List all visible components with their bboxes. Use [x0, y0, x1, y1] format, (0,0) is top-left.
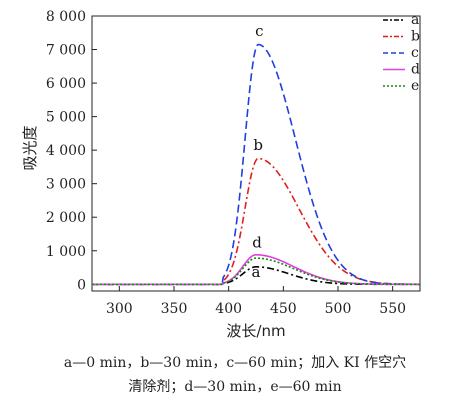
y-tick-label: 6 000: [46, 76, 86, 92]
x-axis-title: 波长/nm: [226, 322, 285, 340]
series-line-e: [92, 257, 420, 286]
legend-label-a: a: [411, 12, 419, 28]
y-tick-label: 3 000: [46, 177, 86, 193]
y-axis-title: 吸光度: [21, 125, 39, 170]
series-line-d: [92, 253, 420, 286]
legend-label-d: d: [411, 62, 420, 78]
x-tick-label: 500: [325, 301, 352, 317]
y-tick-label: 2 000: [46, 210, 86, 226]
y-tick-label: 5 000: [46, 110, 86, 126]
curve-labels: c b da: [252, 22, 264, 281]
x-axis: 300 350 400 450 500 550: [106, 286, 406, 317]
x-tick-label: 450: [270, 301, 297, 317]
y-tick-label: 4 000: [46, 143, 86, 159]
curve-label-b: b: [253, 136, 263, 154]
legend-label-e: e: [411, 78, 419, 94]
legend-label-b: b: [411, 29, 420, 45]
y-tick-label: 7 000: [46, 43, 86, 59]
y-tick-label: 0: [77, 277, 86, 293]
y-tick-label: 8 000: [46, 9, 86, 25]
curve-label-d: d: [252, 233, 262, 251]
y-axis: 0 1 000 2 000 3 000 4 000 5 000 6 000 7 000 8 00…: [46, 9, 97, 293]
legend-label-c: c: [411, 45, 419, 61]
figure-caption-line-1: a—0 min，b—30 min，c—60 min；加入 KI 作空穴: [63, 355, 407, 371]
curve-label-a: a: [252, 263, 261, 281]
y-tick-label: 1 000: [46, 244, 86, 260]
series-lines: [92, 43, 420, 286]
x-tick-label: 350: [161, 301, 188, 317]
plot-frame: [91, 15, 421, 292]
curve-label-c: c: [255, 22, 263, 40]
figure-caption-line-2: 清除剂；d—30 min，e—60 min: [128, 379, 342, 395]
x-tick-label: 550: [379, 301, 406, 317]
plot-border: [91, 15, 421, 292]
x-tick-label: 300: [106, 301, 133, 317]
x-tick-label: 400: [215, 301, 242, 317]
